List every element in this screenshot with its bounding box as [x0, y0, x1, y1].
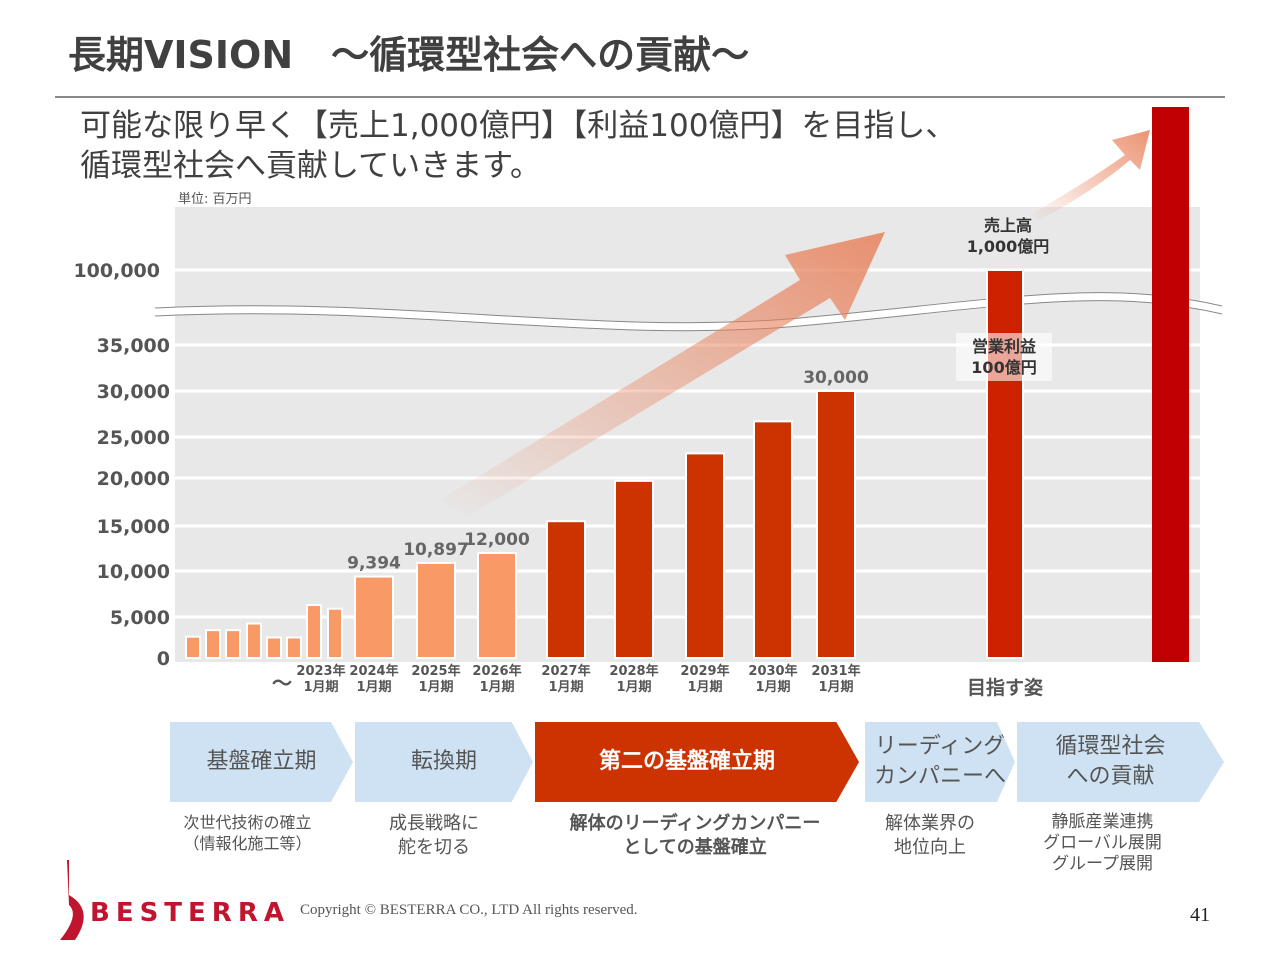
tilde-mark: ～	[272, 671, 292, 695]
bar-value-label: 30,000	[803, 368, 869, 388]
besterra-logo-text: BESTERRA	[90, 898, 290, 928]
goal-profit-label-bg	[956, 333, 1052, 381]
bar-2028年1月期	[614, 479, 654, 659]
bar-value-label: 10,897	[403, 540, 469, 560]
bar-2030年1月期	[753, 420, 793, 659]
vision-bar	[1152, 107, 1189, 662]
phase-label: リーディング カンパニーへ	[873, 734, 1006, 789]
x-category-label: 2023年1月期	[296, 664, 346, 695]
title-divider	[55, 96, 1225, 98]
goal-profit-label: 営業利益	[972, 337, 1036, 356]
y-tick-label: 20,000	[97, 468, 170, 490]
phase-desc: 次世代技術の確立 （情報化施工等）	[183, 813, 312, 853]
x-category-label: 2026年1月期	[472, 664, 522, 695]
phase-desc: 解体のリーディングカンパニー としての基盤確立	[569, 813, 821, 858]
x-category-label: 2027年1月期	[541, 664, 591, 695]
vision-arrow	[1030, 130, 1150, 220]
bar-history-5	[286, 636, 302, 659]
growth-arrow	[440, 232, 885, 515]
bar-2024年1月期	[354, 575, 394, 659]
y-tick-label: 5,000	[110, 607, 170, 629]
unit-label: 単位: 百万円	[178, 192, 252, 207]
bar-value-label: 12,000	[464, 530, 530, 550]
y-tick-label: 30,000	[97, 381, 170, 403]
bar-history-4	[266, 636, 282, 659]
subtitle-line-2: 循環型社会へ貢献していきます。	[80, 148, 541, 184]
phase-desc: 成長戦略に 舵を切る	[389, 813, 479, 858]
bar-2026年1月期	[477, 552, 517, 659]
slide-title: 長期VISION ～循環型社会への貢献～	[68, 33, 750, 77]
besterra-logo-mark	[60, 860, 84, 940]
x-category-label: 2030年1月期	[748, 664, 798, 695]
bar-目指す姿	[986, 269, 1024, 659]
y-tick-label: 10,000	[97, 561, 170, 583]
x-category-label: 2029年1月期	[680, 664, 730, 695]
phase-desc: 静脈産業連携 グローバル展開 グループ展開	[1043, 812, 1162, 874]
y-tick-label: 15,000	[97, 516, 170, 538]
bar-history-6	[306, 604, 322, 659]
revenue-chart: 0 5,000 10,000 15,000 20,000 25,000 30,000 35,0…	[73, 107, 1223, 699]
bar-2027年1月期	[546, 520, 586, 660]
phase-transition: 転換期	[355, 722, 533, 802]
phase-label: 第二の基盤確立期	[598, 749, 775, 774]
phase-label: 循環型社会 への貢献	[1055, 734, 1166, 789]
bar-2025年1月期	[416, 561, 456, 659]
goal-sales-label: 1,000億円	[967, 237, 1050, 256]
phase-second-foundation: 第二の基盤確立期	[535, 722, 859, 802]
y-tick-label: 100,000	[73, 260, 160, 282]
goal-profit-label: 100億円	[971, 358, 1036, 377]
bar-history-2	[225, 629, 241, 659]
page-number: 41	[1190, 904, 1210, 926]
phase-leading-company: リーディング カンパニーへ	[865, 722, 1015, 802]
y-tick-label: 0	[157, 648, 170, 670]
bar-2029年1月期	[685, 452, 725, 659]
phase-circular-society: 循環型社会 への貢献	[1017, 722, 1224, 802]
x-category-label: 2024年1月期	[349, 664, 399, 695]
x-category-label: 2031年1月期	[811, 664, 861, 695]
x-category-label: 2025年1月期	[411, 664, 461, 695]
bar-history-3	[246, 622, 262, 659]
copyright: Copyright © BESTERRA CO., LTD All rights…	[300, 902, 638, 918]
y-tick-label: 25,000	[97, 427, 170, 449]
x-label-goal: 目指す姿	[967, 676, 1043, 699]
phase-foundation: 基盤確立期	[170, 722, 353, 802]
phase-label: 基盤確立期	[206, 749, 317, 774]
phase-desc: 解体業界の 地位向上	[885, 813, 975, 858]
goal-sales-label: 売上高	[984, 216, 1032, 235]
phase-label: 転換期	[410, 749, 477, 774]
bar-2023年1月期	[327, 607, 343, 659]
bar-value-label: 9,394	[347, 554, 401, 574]
y-tick-label: 35,000	[97, 335, 170, 357]
bar-2031年1月期	[816, 390, 856, 659]
x-category-label: 2028年1月期	[609, 664, 659, 695]
bar-history-1	[205, 629, 221, 659]
bar-history-0	[185, 635, 201, 659]
subtitle-line-1: 可能な限り早く【売上1,000億円】【利益100億円】を目指し、	[80, 108, 957, 144]
